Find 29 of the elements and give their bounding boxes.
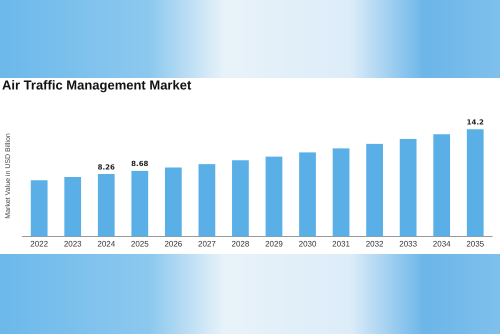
x-tick-label: 2032 (366, 239, 384, 248)
x-tick-label: 2023 (64, 239, 82, 248)
x-tick-label: 2035 (466, 239, 485, 248)
x-tick-label: 2029 (265, 239, 284, 248)
x-tick-label: 2028 (232, 239, 250, 248)
bar (400, 139, 417, 236)
chart-title: Air Traffic Management Market (2, 77, 192, 92)
x-tick-label: 2030 (298, 239, 317, 248)
x-tick-label: 2031 (332, 239, 351, 248)
bar (30, 180, 48, 236)
bar (164, 167, 182, 236)
x-tick-label: 2024 (97, 239, 116, 248)
bar (466, 129, 484, 236)
bar (131, 170, 148, 236)
bar (433, 134, 450, 236)
x-tick-label: 2033 (399, 239, 418, 248)
x-tick-label: 2025 (130, 239, 150, 248)
bar (332, 148, 350, 236)
bar (198, 164, 216, 236)
bar (366, 144, 383, 236)
bar (232, 160, 249, 236)
x-tick-label: 2026 (164, 239, 183, 248)
x-tick-label: 2034 (432, 239, 452, 248)
bar (266, 156, 282, 236)
bar (64, 177, 82, 236)
x-tick-label: 2022 (30, 239, 49, 248)
bar (299, 152, 316, 236)
bar (98, 174, 115, 236)
x-tick-label: 2027 (198, 239, 216, 248)
